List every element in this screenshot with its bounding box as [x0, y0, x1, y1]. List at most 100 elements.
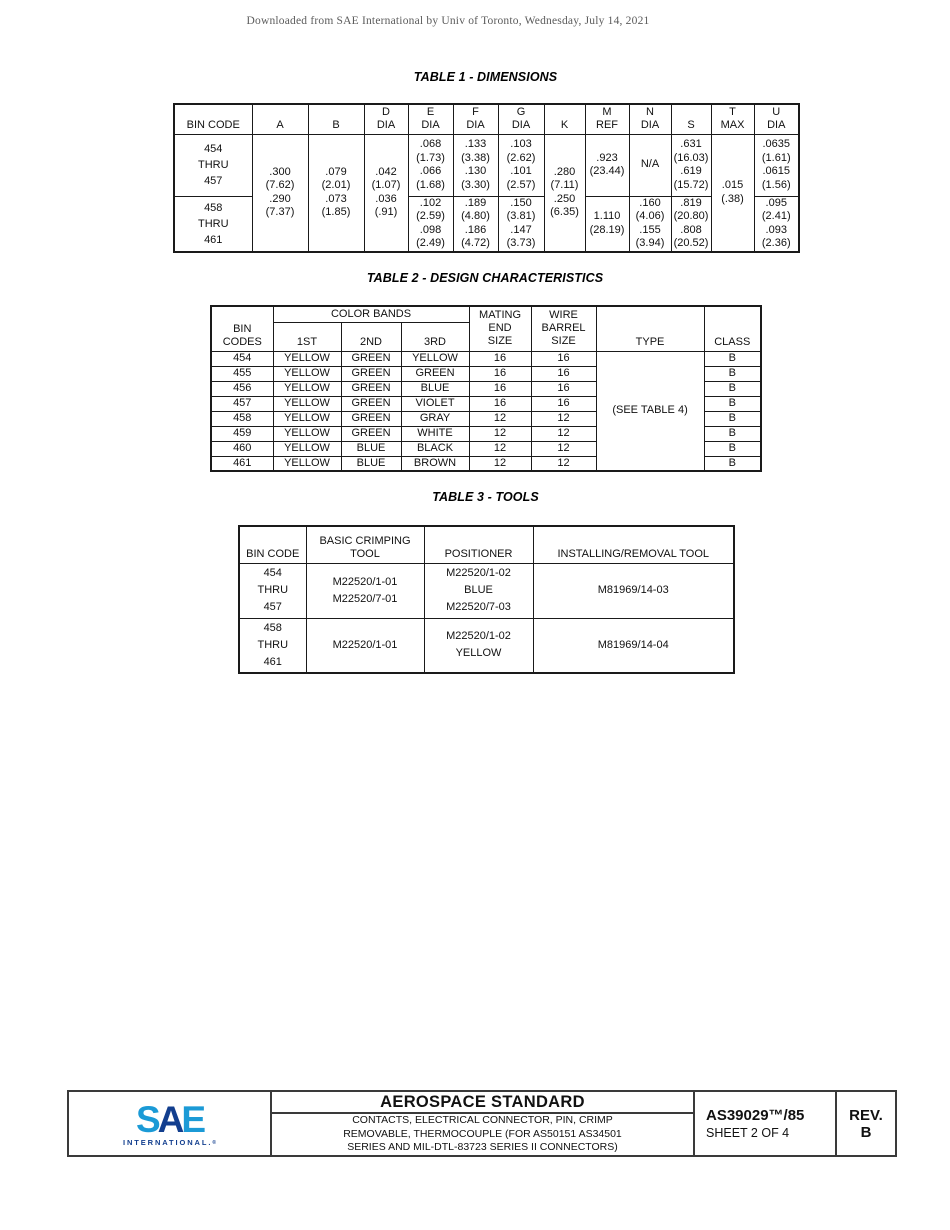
table2-header-row-1: BIN CODES COLOR BANDS MATING END SIZE WI… — [210, 305, 762, 352]
standard-title-cell: AEROSPACE STANDARD CONTACTS, ELECTRICAL … — [272, 1092, 695, 1155]
t1-r2-u-dia: .095 (2.41) .093 (2.36) — [753, 195, 800, 252]
table3-row-458-461: 458 THRU 461 M22520/1-01 M22520/1-02 YEL… — [238, 617, 735, 674]
t1-h-t-max: T MAX — [710, 103, 755, 135]
table1-title: TABLE 1 - DIMENSIONS — [413, 70, 558, 84]
table3-header-row: BIN CODE BASIC CRIMPING TOOL POSITIONER … — [238, 525, 735, 564]
table3-row-454-457: 454 THRU 457 M22520/1-01 M22520/7-01 M22… — [238, 562, 735, 619]
t2-wire: 12 — [530, 410, 597, 427]
t2-band3: YELLOW — [400, 350, 470, 367]
download-watermark: Downloaded from SAE International by Uni… — [246, 15, 650, 27]
t2-mating: 12 — [468, 410, 532, 427]
table2-row-454: 454 YELLOW GREEN YELLOW 16 16 (SEE TABLE… — [210, 350, 762, 472]
t2-band3: BROWN — [400, 455, 470, 472]
t1-h-b: B — [307, 103, 365, 135]
sae-logo-letter-s: S — [135, 1098, 161, 1140]
t2-band2: GREEN — [340, 425, 402, 442]
standard-number: AS39029™/85 — [706, 1106, 805, 1124]
t2-band2: GREEN — [340, 410, 402, 427]
table1-dimensions: BIN CODE A B D DIA E DIA F DIA G DIA K M… — [173, 103, 800, 253]
t1-r2-n-dia: .160 (4.06) .155 (3.94) — [628, 195, 672, 252]
t1-r1-u-dia: .0635 (1.61) .0615 (1.56) — [753, 133, 800, 197]
table2-row-461: 461 YELLOW BLUE BROWN 12 12 B — [210, 455, 762, 472]
sae-logo-word: SAE — [123, 1101, 216, 1138]
t1-h-f-dia: F DIA — [452, 103, 499, 135]
t3-h-crimp-tool: BASIC CRIMPING TOOL — [305, 525, 425, 564]
t1-r1-n-dia: N/A — [628, 133, 672, 197]
standard-description: CONTACTS, ELECTRICAL CONNECTOR, PIN, CRI… — [343, 1114, 622, 1154]
t2-wire: 16 — [530, 380, 597, 397]
sae-logo-cell: SAE INTERNATIONAL.® — [69, 1092, 272, 1155]
t2-band1: YELLOW — [272, 425, 342, 442]
t2-band1: YELLOW — [272, 365, 342, 382]
t2-h-color-bands: COLOR BANDS — [272, 305, 470, 323]
t2-class: B — [703, 410, 762, 427]
t2-wire: 16 — [530, 395, 597, 412]
aerospace-standard-title: AEROSPACE STANDARD — [272, 1092, 693, 1114]
t2-band1: YELLOW — [272, 350, 342, 367]
t3-bin: 458 THRU 461 — [238, 617, 307, 674]
t2-wire: 12 — [530, 440, 597, 457]
table1-row-458-461: 458 THRU 461 .102 (2.59) .098 (2.49) .18… — [173, 195, 800, 252]
t2-class: B — [703, 395, 762, 412]
rev-value: B — [860, 1123, 872, 1141]
t2-h-1st: 1ST — [272, 321, 342, 352]
t3-install: M81969/14-04 — [532, 617, 735, 674]
t1-h-u-dia: U DIA — [753, 103, 800, 135]
standard-number-cell: AS39029™/85 SHEET 2 OF 4 — [695, 1092, 837, 1155]
t1-r1-f-dia: .133 (3.38) .130 (3.30) — [452, 133, 499, 197]
table3-tools: BIN CODE BASIC CRIMPING TOOL POSITIONER … — [238, 525, 735, 674]
t1-r1-m-ref: .923 (23.44) — [584, 133, 630, 197]
t1-h-k: K — [543, 103, 586, 135]
t1-h-d-dia: D DIA — [363, 103, 409, 135]
t2-class: B — [703, 440, 762, 457]
t1-r2-bin-code: 458 THRU 461 — [173, 195, 253, 252]
t2-band2: BLUE — [340, 455, 402, 472]
t2-h-bin-codes: BIN CODES — [210, 305, 274, 352]
t2-band3: BLACK — [400, 440, 470, 457]
t2-band3: BLUE — [400, 380, 470, 397]
t1-d-dia: .042 (1.07) .036 (.91) — [363, 133, 409, 252]
t2-type-value: (SEE TABLE 4) — [595, 350, 705, 472]
t2-h-wire-barrel-size: WIRE BARREL SIZE — [530, 305, 597, 352]
t3-positioner: M22520/1-02 YELLOW — [423, 617, 534, 674]
t2-bin: 460 — [210, 440, 274, 457]
sae-international-logo: SAE INTERNATIONAL.® — [123, 1101, 216, 1147]
t2-band1: YELLOW — [272, 455, 342, 472]
t1-h-s: S — [670, 103, 712, 135]
t2-h-type: TYPE — [595, 305, 705, 352]
t2-mating: 16 — [468, 380, 532, 397]
t2-mating: 16 — [468, 395, 532, 412]
t3-crimp: M22520/1-01 M22520/7-01 — [305, 562, 425, 619]
t2-bin: 454 — [210, 350, 274, 367]
t3-crimp: M22520/1-01 — [305, 617, 425, 674]
t3-h-install-tool: INSTALLING/REMOVAL TOOL — [532, 525, 735, 564]
table1-header-row: BIN CODE A B D DIA E DIA F DIA G DIA K M… — [173, 103, 800, 135]
t2-bin: 457 — [210, 395, 274, 412]
t3-install: M81969/14-03 — [532, 562, 735, 619]
t2-band2: BLUE — [340, 440, 402, 457]
title-block: SAE INTERNATIONAL.® AEROSPACE STANDARD C… — [67, 1090, 897, 1157]
t2-wire: 16 — [530, 365, 597, 382]
sae-logo-subtitle: INTERNATIONAL.® — [123, 1139, 216, 1147]
t2-band2: GREEN — [340, 380, 402, 397]
t1-h-e-dia: E DIA — [407, 103, 454, 135]
t2-band1: YELLOW — [272, 410, 342, 427]
t1-r1-s-dim: .631 (16.03) .619 (15.72) — [670, 133, 712, 197]
table2-row-459: 459 YELLOW GREEN WHITE 12 12 B — [210, 425, 762, 442]
t2-band2: GREEN — [340, 395, 402, 412]
t2-bin: 455 — [210, 365, 274, 382]
t2-band1: YELLOW — [272, 395, 342, 412]
t1-k-dim: .280 (7.11) .250 (6.35) — [543, 133, 586, 252]
t2-class: B — [703, 365, 762, 382]
revision-cell: REV. B — [837, 1092, 895, 1155]
t2-class: B — [703, 425, 762, 442]
t2-class: B — [703, 350, 762, 367]
sae-logo-letter-a: A — [157, 1098, 185, 1140]
t2-wire: 12 — [530, 455, 597, 472]
registered-mark-icon: ® — [212, 1139, 217, 1146]
t1-r2-f-dia: .189 (4.80) .186 (4.72) — [452, 195, 499, 252]
t2-bin: 458 — [210, 410, 274, 427]
t1-h-g-dia: G DIA — [497, 103, 545, 135]
t2-band3: GRAY — [400, 410, 470, 427]
